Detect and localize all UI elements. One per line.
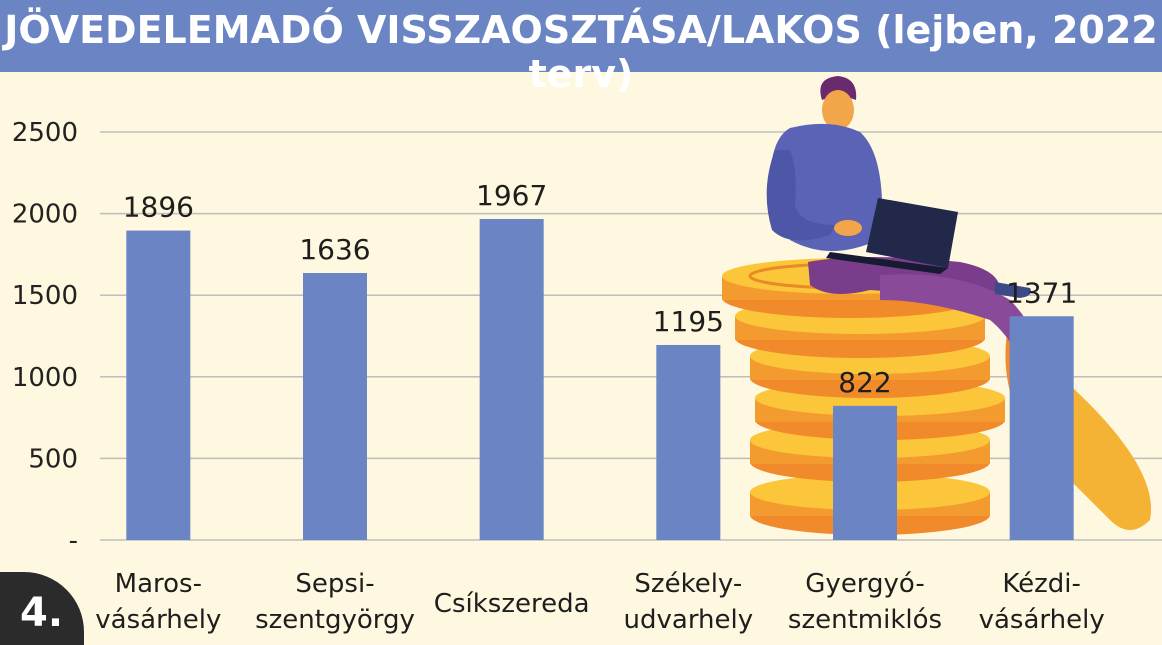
chart-title: JÖVEDELEMADÓ VISSZAOSZTÁSA/LAKOS (lejben… <box>4 8 1158 96</box>
data-label: 822 <box>838 366 891 399</box>
category-label: szentgyörgy <box>255 605 415 635</box>
bar <box>833 405 897 540</box>
data-label: 1195 <box>653 305 724 338</box>
figure-number: 4. <box>20 590 64 636</box>
category-label: szentmiklós <box>788 605 942 635</box>
category-label: udvarhely <box>624 605 754 635</box>
bar <box>1009 316 1074 540</box>
y-tick-label: 500 <box>28 444 78 474</box>
y-axis-ticks: - 500 1000 1500 2000 2500 <box>12 118 78 556</box>
x-axis-labels: Maros-vásárhely Sepsi-szentgyörgy Csíkszer… <box>95 569 1104 635</box>
category-label: vásárhely <box>95 605 221 635</box>
data-labels: 1896 1636 1967 1195 822 1371 <box>123 179 1078 399</box>
category-label: Gyergyó- <box>805 569 924 599</box>
gridlines <box>100 131 1162 541</box>
category-label: Kézdi- <box>1002 569 1081 599</box>
title-bar <box>0 0 1162 72</box>
y-tick-label: - <box>69 526 78 556</box>
data-label: 1896 <box>123 191 194 224</box>
category-label: vásárhely <box>979 605 1105 635</box>
category-label: Sepsi- <box>295 569 374 599</box>
y-tick-label: 2000 <box>12 200 78 230</box>
category-label: Maros- <box>115 569 202 599</box>
person-with-laptop-on-coins-illustration <box>722 76 1152 535</box>
category-label: Székely- <box>634 569 742 599</box>
bar <box>479 218 544 540</box>
y-tick-label: 1000 <box>12 363 78 393</box>
bars <box>126 218 1074 540</box>
person-figure <box>766 76 1056 402</box>
bar <box>303 273 367 540</box>
bar <box>126 230 191 540</box>
y-tick-label: 2500 <box>12 118 78 148</box>
data-label: 1636 <box>299 233 370 266</box>
y-tick-label: 1500 <box>12 281 78 311</box>
data-label: 1967 <box>476 179 547 212</box>
data-label: 1371 <box>1006 276 1077 309</box>
category-label: Csíkszereda <box>434 589 590 619</box>
bar <box>656 344 721 540</box>
